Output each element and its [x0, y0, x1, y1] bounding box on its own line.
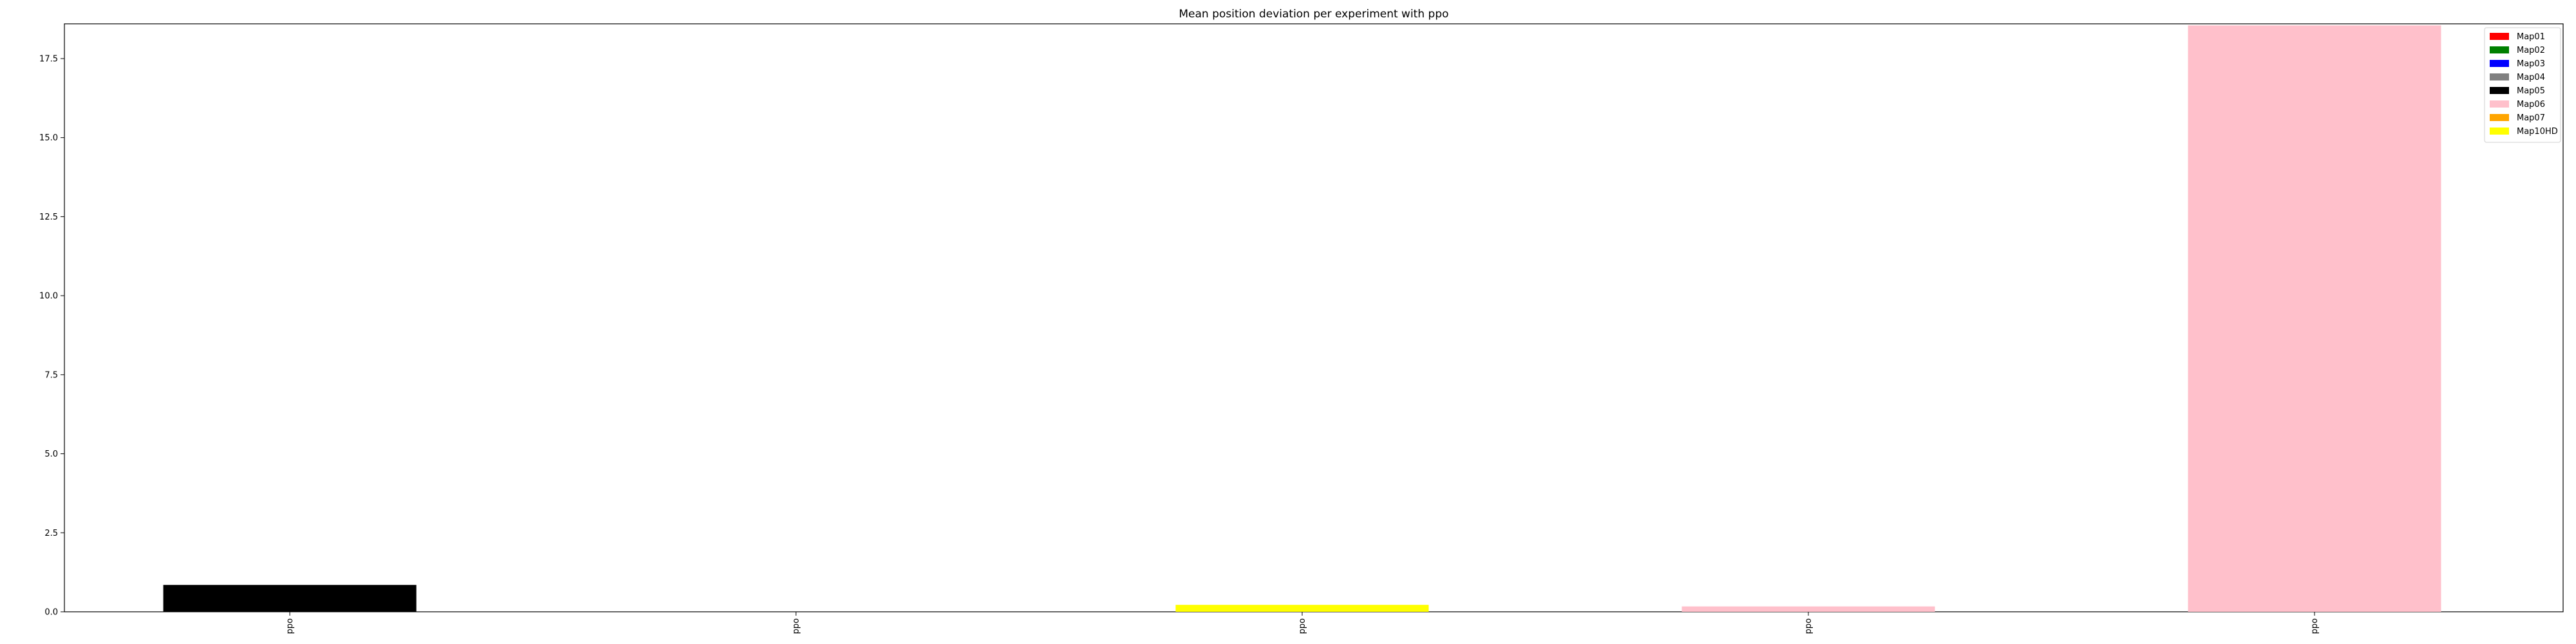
y-axis-ticks: 0.0 2.5 5.0 7.5 10.0 12.5 15.0 17.5 [39, 54, 64, 618]
bar [2188, 25, 2441, 612]
chart-title: Mean position deviation per experiment w… [1179, 8, 1448, 21]
x-tick-label: ppo [2310, 618, 2320, 634]
legend-swatch [2490, 128, 2509, 135]
legend-label: Map05 [2517, 86, 2545, 96]
y-tick-label: 10.0 [39, 292, 58, 301]
legend-swatch [2490, 73, 2509, 80]
x-tick-label: ppo [1298, 618, 1307, 634]
bar [163, 585, 417, 612]
bar [1175, 605, 1429, 612]
bar [1681, 606, 1935, 612]
y-tick-label: 7.5 [44, 370, 58, 380]
legend-swatch [2490, 33, 2509, 40]
legend-swatch [2490, 87, 2509, 94]
legend-label: Map06 [2517, 100, 2545, 109]
legend-label: Map02 [2517, 46, 2545, 55]
y-tick-label: 12.5 [39, 213, 58, 222]
bars [163, 25, 2441, 612]
legend-label: Map10HD [2517, 127, 2558, 137]
x-tick-label: ppo [285, 618, 295, 634]
y-tick-label: 15.0 [39, 133, 58, 143]
x-axis-ticks: ppo ppo ppo ppo ppo [285, 612, 2320, 634]
x-tick-label: ppo [1804, 618, 1814, 634]
legend: Map01 Map02 Map03 Map04 Map05 Map06 Map07 Map10… [2484, 27, 2561, 143]
y-tick-label: 5.0 [44, 450, 58, 459]
legend-label: Map04 [2517, 73, 2545, 82]
legend-swatch [2490, 100, 2509, 108]
y-tick-label: 0.0 [44, 608, 58, 618]
legend-swatch [2490, 46, 2509, 53]
legend-swatch [2490, 60, 2509, 67]
x-tick-label: ppo [791, 618, 801, 634]
legend-label: Map03 [2517, 59, 2545, 69]
legend-swatch [2490, 114, 2509, 121]
y-tick-label: 17.5 [39, 54, 58, 64]
y-tick-label: 2.5 [44, 529, 58, 538]
legend-label: Map01 [2517, 32, 2545, 42]
legend-box [2484, 27, 2561, 143]
legend-label: Map07 [2517, 113, 2545, 123]
